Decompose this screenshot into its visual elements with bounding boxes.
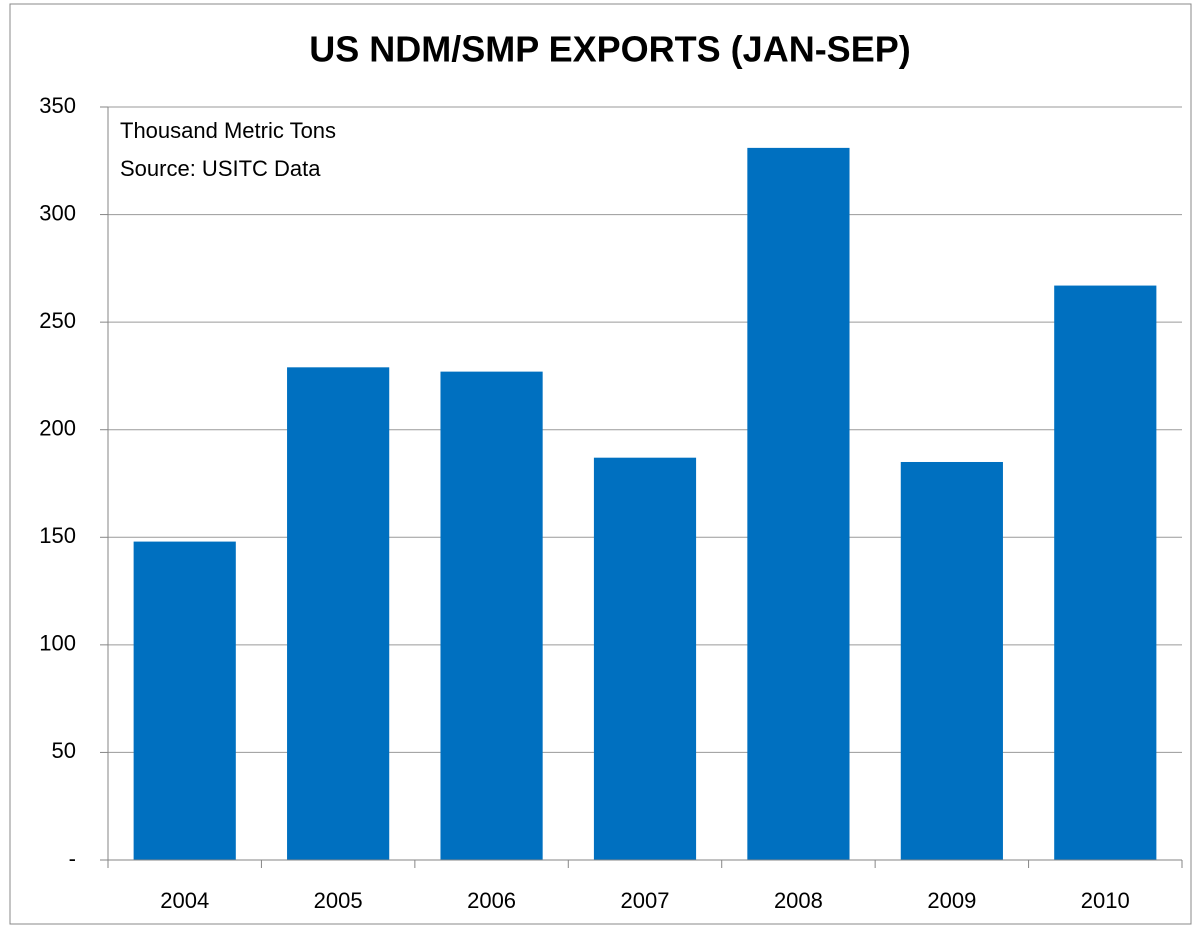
y-tick-label: 200 — [39, 416, 76, 441]
y-tick-label: 250 — [39, 308, 76, 333]
y-tick-label: 100 — [39, 631, 76, 656]
y-tick-label: - — [69, 846, 76, 871]
bar — [287, 367, 390, 860]
bar — [440, 371, 543, 860]
annotation: Source: USITC Data — [120, 156, 321, 181]
y-tick-label: 300 — [39, 200, 76, 225]
x-tick-label: 2004 — [160, 888, 209, 913]
x-tick-label: 2008 — [774, 888, 823, 913]
x-tick-label: 2009 — [927, 888, 976, 913]
chart-title: US NDM/SMP EXPORTS (JAN-SEP) — [309, 29, 910, 70]
x-tick-label: 2005 — [314, 888, 363, 913]
y-tick-label: 150 — [39, 523, 76, 548]
bar — [747, 147, 850, 860]
bar — [1054, 285, 1157, 860]
x-tick-label: 2007 — [621, 888, 670, 913]
y-tick-label: 350 — [39, 93, 76, 118]
x-tick-label: 2006 — [467, 888, 516, 913]
bar — [900, 461, 1003, 860]
bar — [133, 541, 236, 860]
annotation: Thousand Metric Tons — [120, 118, 336, 143]
y-tick-label: 50 — [52, 738, 76, 763]
bar — [593, 457, 697, 860]
x-tick-label: 2010 — [1081, 888, 1130, 913]
